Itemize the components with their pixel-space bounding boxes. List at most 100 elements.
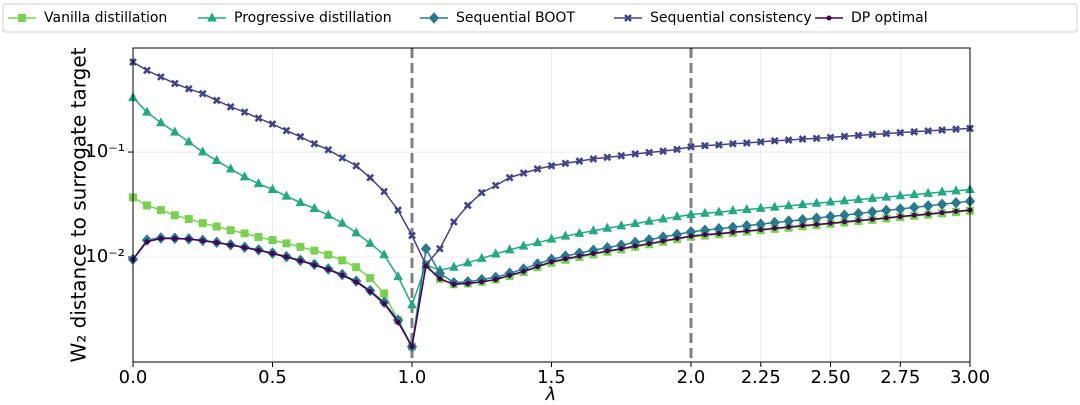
marker bbox=[828, 220, 833, 226]
marker bbox=[769, 201, 780, 211]
x-tick-label: 2.0 bbox=[677, 367, 706, 388]
marker bbox=[198, 89, 207, 98]
marker bbox=[936, 198, 948, 211]
marker bbox=[379, 249, 389, 259]
marker bbox=[772, 225, 778, 231]
marker bbox=[226, 102, 235, 111]
marker bbox=[352, 161, 361, 170]
y-axis-label: W₂ distance to surrogate target bbox=[67, 47, 91, 362]
marker bbox=[602, 222, 613, 232]
marker bbox=[283, 254, 289, 260]
marker bbox=[909, 189, 920, 199]
marker bbox=[491, 181, 500, 190]
marker bbox=[728, 205, 738, 215]
marker bbox=[798, 135, 807, 143]
marker bbox=[825, 196, 836, 206]
marker bbox=[700, 207, 710, 217]
marker bbox=[428, 12, 440, 24]
marker bbox=[465, 280, 471, 286]
marker bbox=[296, 242, 305, 251]
marker bbox=[518, 240, 529, 250]
marker bbox=[922, 200, 934, 212]
marker bbox=[617, 151, 626, 160]
marker bbox=[268, 236, 277, 245]
legend-label: DP optimal bbox=[851, 10, 928, 26]
series bbox=[129, 58, 974, 269]
marker bbox=[645, 148, 654, 157]
marker bbox=[507, 272, 513, 278]
marker bbox=[812, 134, 821, 143]
marker bbox=[716, 231, 722, 237]
marker bbox=[659, 147, 668, 156]
x-tick-label: 0.0 bbox=[119, 367, 148, 388]
marker bbox=[574, 227, 585, 237]
marker bbox=[367, 288, 373, 294]
marker bbox=[631, 149, 640, 158]
marker bbox=[268, 120, 277, 128]
marker bbox=[479, 279, 485, 285]
x-tick-label: 3.00 bbox=[950, 367, 990, 388]
marker bbox=[674, 236, 680, 242]
marker bbox=[576, 253, 582, 259]
marker bbox=[950, 196, 962, 209]
marker bbox=[604, 248, 610, 254]
marker bbox=[686, 208, 696, 219]
marker bbox=[589, 155, 598, 163]
marker bbox=[672, 211, 682, 221]
marker bbox=[254, 114, 263, 123]
marker bbox=[909, 201, 920, 214]
marker bbox=[240, 108, 249, 117]
marker bbox=[366, 274, 375, 283]
marker bbox=[493, 277, 499, 283]
marker bbox=[353, 279, 359, 285]
marker bbox=[840, 132, 849, 141]
marker bbox=[186, 236, 192, 242]
marker bbox=[797, 199, 808, 209]
marker bbox=[225, 163, 236, 173]
marker bbox=[170, 79, 179, 88]
plot-frame bbox=[132, 47, 971, 363]
series bbox=[128, 92, 975, 309]
marker bbox=[449, 261, 459, 271]
marker bbox=[839, 195, 850, 205]
x-axis-label: λ bbox=[545, 384, 557, 405]
marker bbox=[449, 217, 458, 226]
marker bbox=[339, 272, 345, 278]
marker bbox=[814, 222, 820, 228]
legend-box bbox=[2, 3, 1078, 33]
marker bbox=[407, 299, 417, 309]
x-tick-label: 2.25 bbox=[741, 367, 781, 388]
x-tick-label: 0.5 bbox=[258, 367, 287, 388]
marker bbox=[549, 259, 554, 265]
marker bbox=[923, 187, 933, 197]
marker bbox=[770, 136, 779, 145]
marker bbox=[938, 126, 947, 134]
marker bbox=[854, 131, 863, 140]
marker bbox=[811, 197, 822, 207]
x-tick-label: 2.75 bbox=[880, 367, 920, 388]
marker bbox=[143, 66, 151, 75]
marker bbox=[211, 154, 222, 165]
marker bbox=[826, 133, 835, 142]
marker bbox=[297, 258, 303, 264]
marker bbox=[730, 229, 736, 235]
marker bbox=[741, 204, 752, 214]
marker bbox=[156, 117, 166, 127]
marker bbox=[673, 145, 681, 154]
marker bbox=[728, 139, 737, 148]
marker bbox=[282, 239, 291, 248]
marker bbox=[590, 251, 596, 257]
marker bbox=[226, 226, 235, 235]
marker bbox=[267, 183, 278, 193]
marker bbox=[282, 126, 291, 135]
marker bbox=[800, 223, 806, 229]
marker bbox=[867, 206, 878, 218]
marker bbox=[786, 224, 792, 230]
marker bbox=[200, 238, 206, 244]
marker bbox=[688, 233, 694, 239]
marker bbox=[897, 214, 903, 220]
marker bbox=[867, 192, 878, 202]
marker bbox=[394, 206, 402, 215]
marker bbox=[714, 140, 723, 149]
marker bbox=[853, 207, 864, 220]
